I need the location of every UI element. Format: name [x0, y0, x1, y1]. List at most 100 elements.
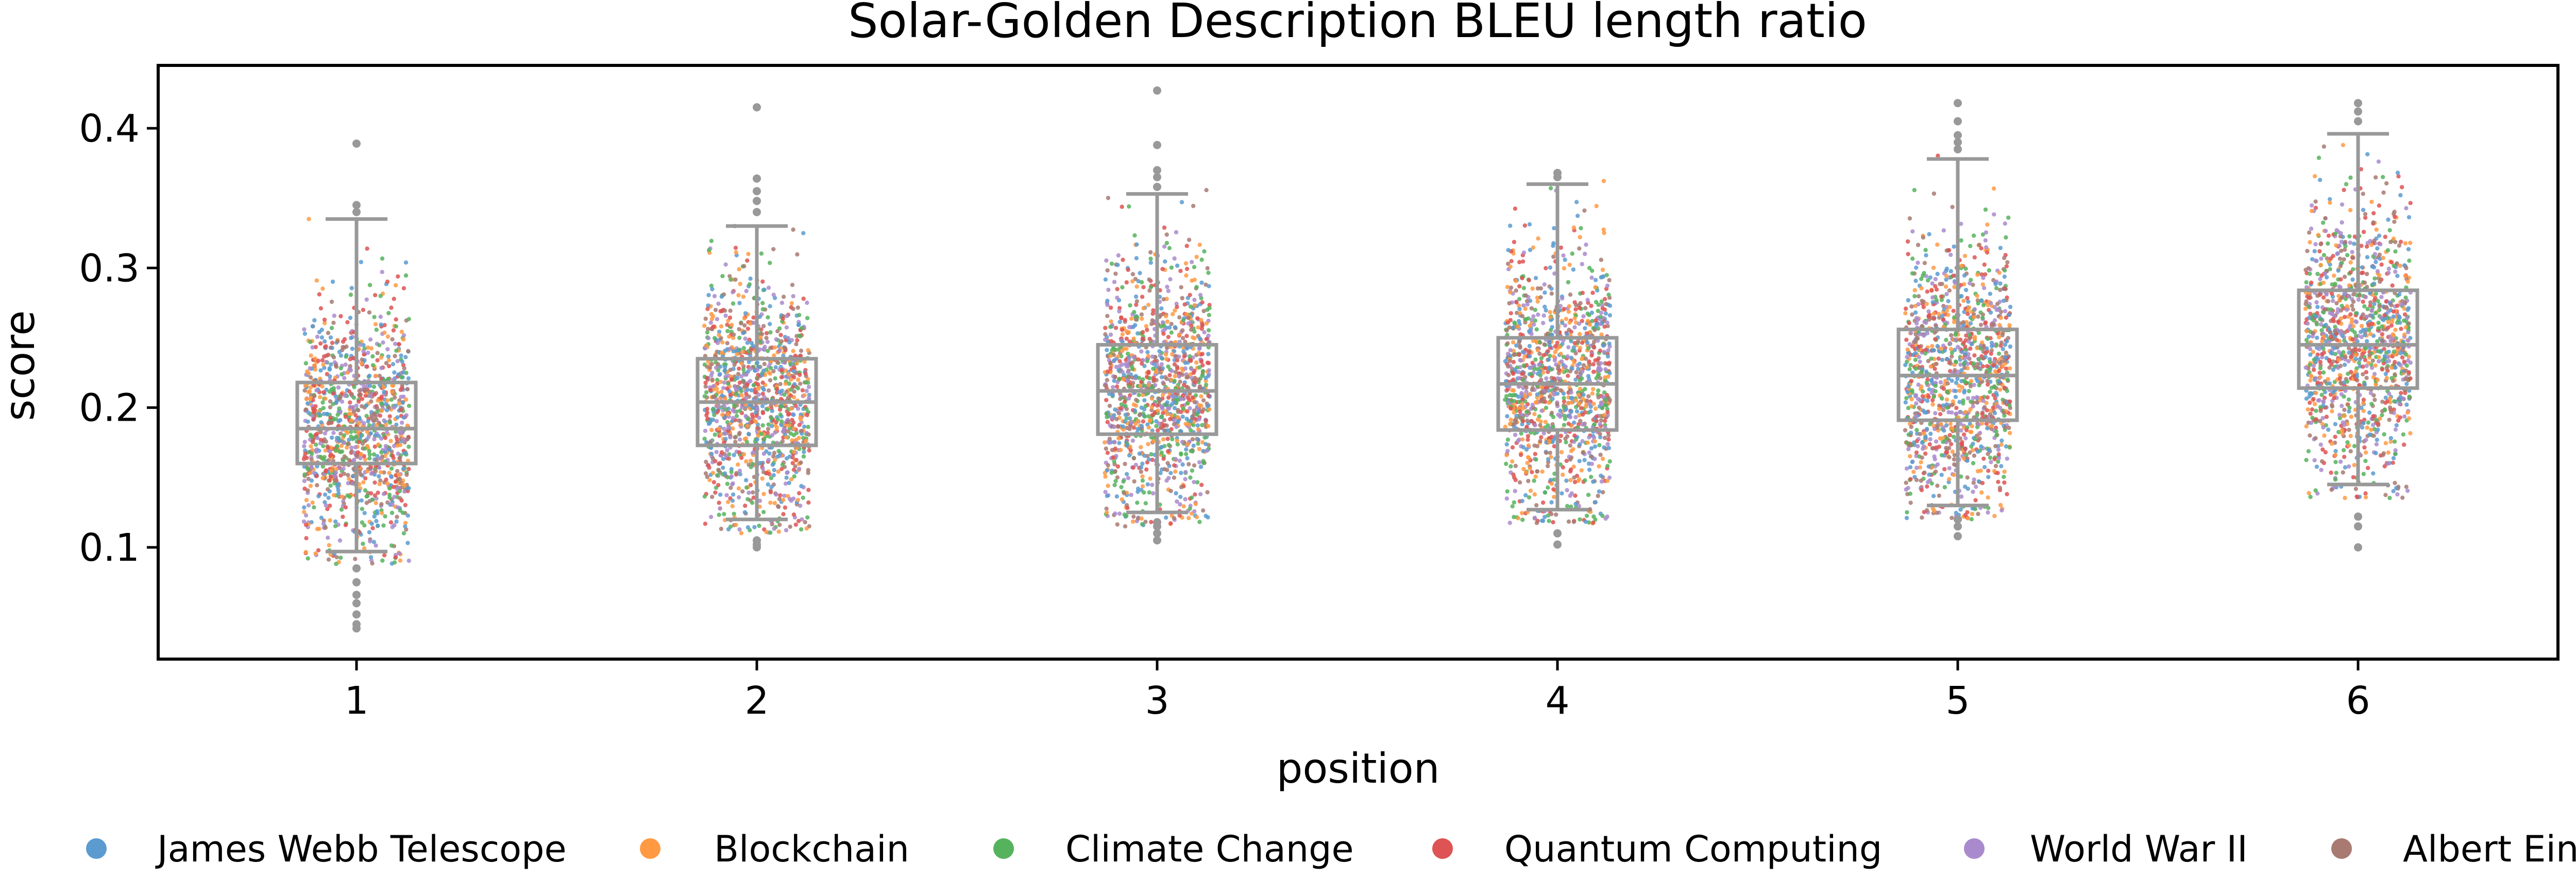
strip-point — [355, 450, 360, 455]
strip-point — [1167, 246, 1172, 250]
strip-point — [1538, 439, 1543, 443]
strip-point — [1189, 260, 1194, 265]
strip-point — [1105, 348, 1109, 352]
strip-point — [781, 429, 786, 434]
strip-point — [1175, 263, 1180, 268]
strip-point — [1527, 495, 1532, 500]
strip-point — [329, 325, 334, 331]
strip-point — [1120, 332, 1125, 337]
strip-point — [1972, 255, 1977, 260]
strip-point — [1156, 408, 1160, 413]
strip-point — [350, 347, 355, 351]
strip-point — [1200, 409, 1205, 414]
strip-point — [770, 408, 775, 413]
strip-point — [743, 504, 748, 508]
strip-point — [1507, 301, 1512, 306]
strip-point — [1537, 351, 1542, 356]
strip-point — [1184, 334, 1189, 338]
strip-point — [1581, 412, 1585, 417]
strip-point — [361, 480, 366, 485]
strip-point — [317, 395, 323, 400]
strip-point — [760, 410, 766, 416]
strip-point — [1585, 340, 1590, 345]
strip-point — [405, 423, 410, 428]
strip-point — [1173, 374, 1177, 378]
strip-point — [1551, 520, 1555, 525]
strip-point — [717, 512, 721, 517]
strip-point — [1561, 391, 1566, 396]
strip-point — [751, 490, 755, 495]
strip-point — [703, 316, 708, 321]
strip-point — [1108, 324, 1113, 329]
strip-point — [773, 376, 777, 381]
strip-point — [710, 377, 715, 382]
strip-point — [1571, 520, 1576, 524]
strip-point — [1923, 436, 1928, 440]
strip-point — [356, 408, 361, 413]
strip-point — [1583, 520, 1588, 524]
strip-point — [1120, 497, 1124, 502]
strip-point — [1114, 417, 1119, 422]
strip-point — [1140, 484, 1145, 489]
strip-point — [1996, 351, 2002, 356]
strip-point — [1568, 292, 1573, 297]
strip-point — [1184, 244, 1189, 248]
strip-point — [785, 471, 789, 475]
strip-point — [718, 492, 723, 497]
strip-point — [1577, 321, 1582, 326]
strip-point — [736, 293, 741, 298]
strip-point — [1166, 443, 1171, 447]
strip-point — [760, 476, 765, 481]
strip-point — [1105, 299, 1110, 303]
strip-point — [1181, 406, 1185, 411]
strip-point — [323, 431, 328, 436]
strip-point — [1140, 330, 1145, 335]
strip-point — [744, 485, 749, 490]
strip-point — [1526, 455, 1531, 460]
strip-point — [1506, 373, 1511, 377]
strip-point — [1139, 280, 1144, 285]
strip-point — [737, 336, 742, 340]
strip-point — [1566, 373, 1570, 378]
strip-point — [367, 448, 371, 454]
strip-point — [798, 415, 803, 420]
strip-point — [323, 492, 328, 497]
strip-point — [710, 456, 715, 461]
strip-point — [1139, 469, 1143, 474]
strip-point — [1159, 306, 1164, 311]
strip-point — [1942, 467, 1947, 472]
strip-point — [352, 457, 357, 462]
strip-point — [1591, 435, 1597, 440]
strip-point — [1530, 470, 1534, 474]
strip-point — [399, 375, 404, 380]
strip-point — [1578, 387, 1583, 391]
strip-point — [1180, 296, 1184, 301]
strip-point — [1503, 398, 1507, 402]
strip-point — [735, 352, 739, 357]
strip-point — [307, 217, 311, 221]
strip-point — [1568, 415, 1573, 420]
strip-point — [323, 396, 328, 401]
strip-point — [374, 519, 379, 524]
strip-point — [367, 283, 372, 287]
strip-point — [753, 419, 758, 424]
strip-point — [1160, 320, 1165, 325]
strip-point — [1586, 492, 1591, 497]
strip-point — [1514, 417, 1518, 421]
strip-point — [734, 413, 739, 418]
strip-point — [329, 468, 334, 473]
strip-point — [1112, 378, 1116, 383]
strip-point — [1591, 362, 1596, 367]
strip-point — [341, 514, 345, 519]
strip-point — [722, 512, 726, 516]
strip-point — [1526, 434, 1531, 439]
strip-point — [302, 464, 307, 469]
strip-point — [1105, 268, 1110, 273]
strip-point — [1113, 325, 1118, 330]
strip-point — [347, 438, 351, 442]
strip-point — [1538, 373, 1543, 378]
strip-point — [1554, 512, 1558, 517]
strip-point — [1552, 495, 1556, 499]
strip-point — [1605, 410, 1610, 415]
strip-point — [1179, 285, 1183, 289]
